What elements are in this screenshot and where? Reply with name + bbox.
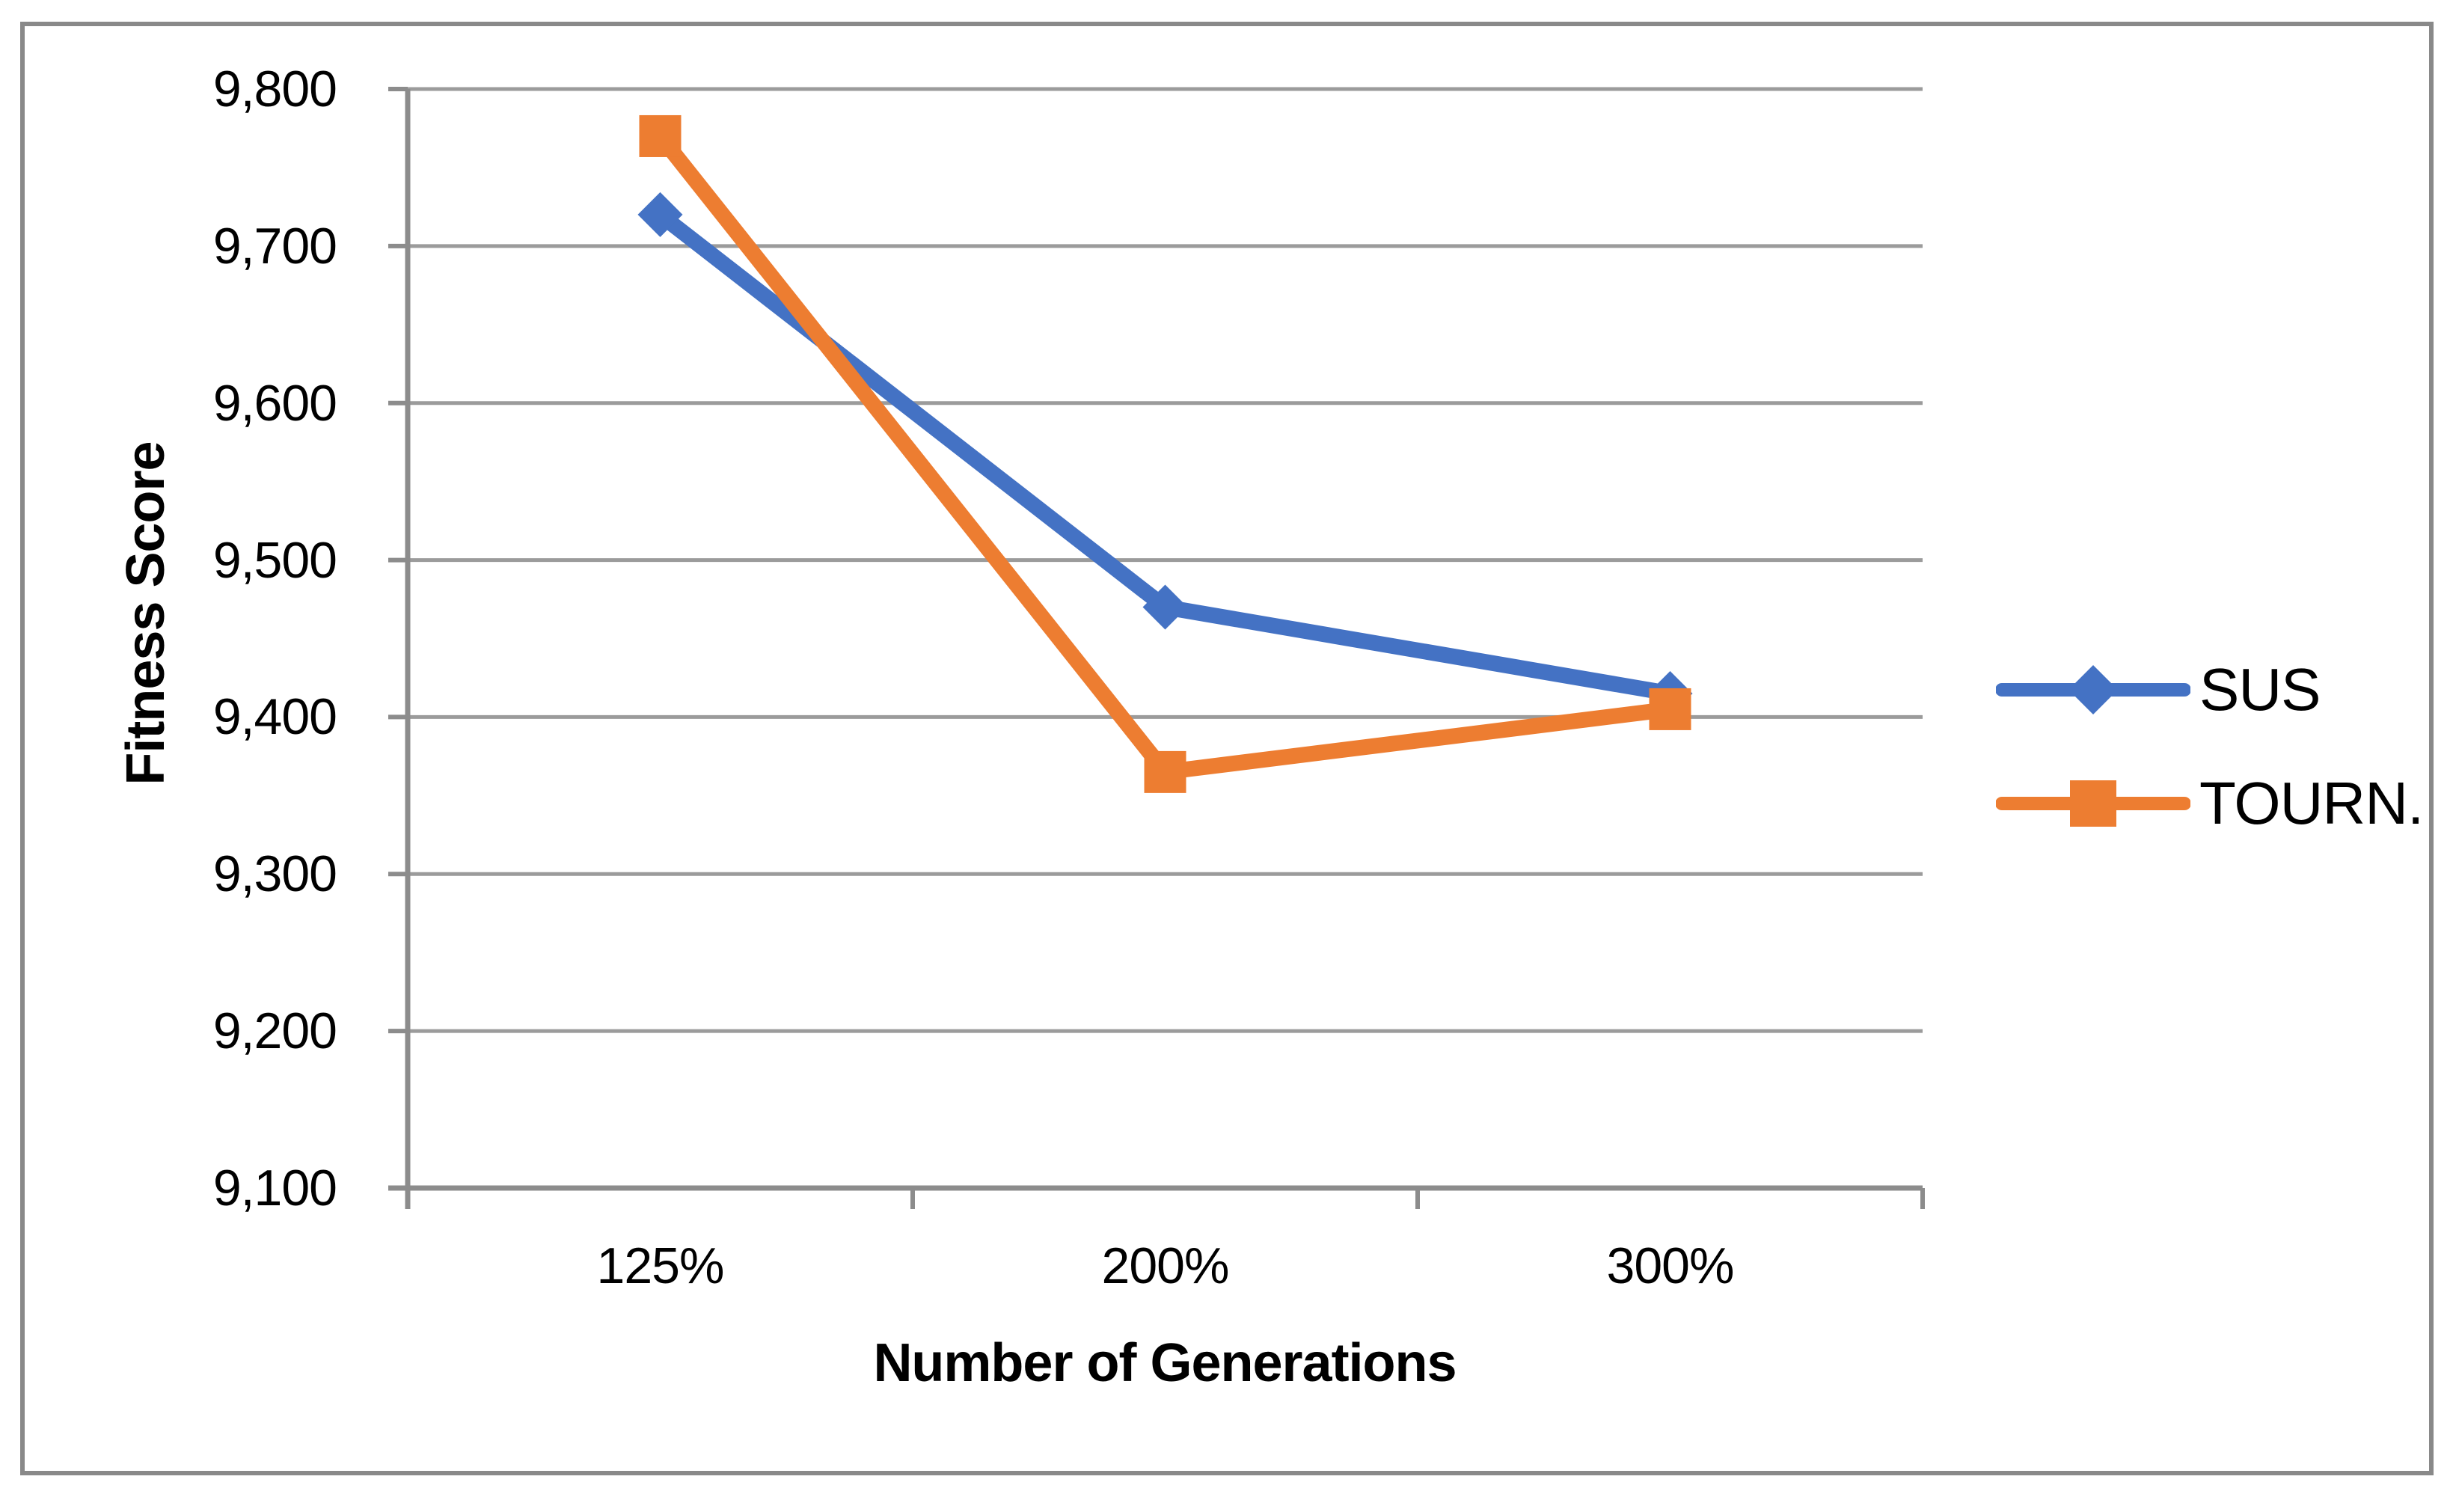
legend-marker-diamond (2068, 665, 2118, 714)
legend-swatch-diamond-icon (1996, 665, 2190, 714)
chart-frame (20, 22, 2434, 1475)
y-axis-tick-label: 9,800 (212, 61, 337, 117)
marker-diamond-sus (1142, 584, 1188, 630)
legend-item-tourn: TOURN. (1996, 759, 2424, 848)
x-axis-tick-label: 125% (596, 1237, 725, 1294)
y-axis-title: Fitness Score (116, 441, 176, 786)
legend: SUS TOURN. (1996, 645, 2424, 848)
x-axis-tick-label: 300% (1606, 1237, 1735, 1294)
legend-label-tourn: TOURN. (2199, 770, 2424, 836)
x-axis-title: Number of Generations (873, 1333, 1457, 1393)
y-axis-tick-label: 9,300 (212, 845, 337, 903)
y-axis-tick-label: 9,400 (212, 688, 337, 746)
legend-label-sus: SUS (2199, 656, 2321, 723)
marker-square-tourn (639, 114, 682, 157)
legend-item-sus: SUS (1996, 645, 2423, 735)
series-line-tourn (652, 128, 1678, 780)
marker-square-tourn (1144, 750, 1186, 793)
y-axis-tick-label: 9,600 (212, 374, 337, 432)
y-axis-tick-label: 9,200 (212, 1003, 337, 1060)
marker-diamond-sus (637, 192, 683, 237)
y-axis-tick-label: 9,500 (212, 531, 337, 589)
y-axis-tick-label: 9,700 (212, 217, 337, 275)
x-axis-tick-label: 200% (1101, 1237, 1230, 1294)
marker-square-tourn (1649, 688, 1691, 730)
legend-swatch-square-icon (1996, 780, 2190, 827)
legend-marker-square (2070, 780, 2116, 827)
y-axis-tick-label: 9,100 (212, 1160, 337, 1216)
